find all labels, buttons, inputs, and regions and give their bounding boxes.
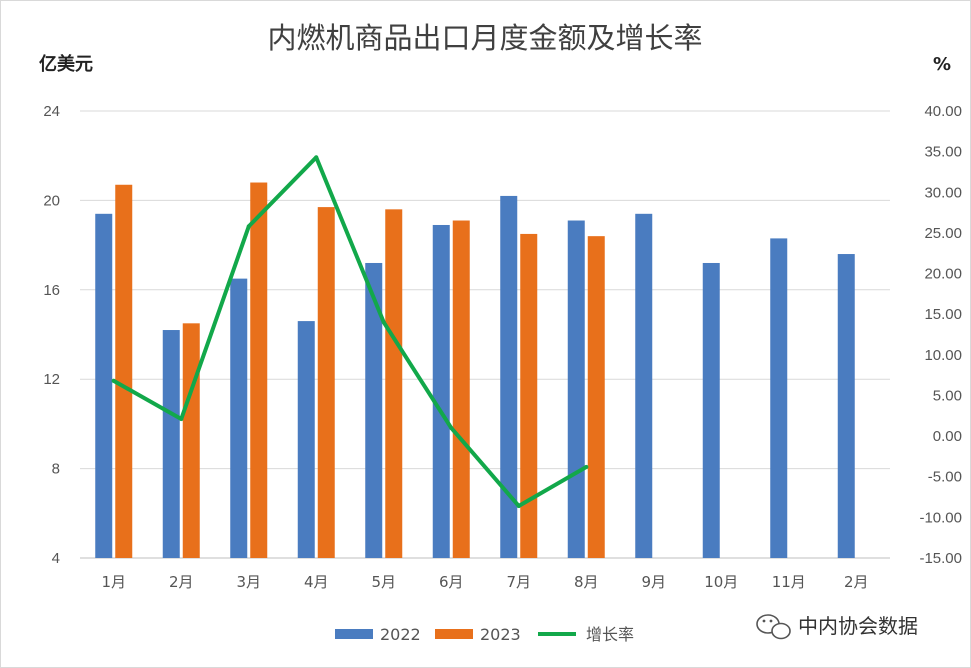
right-tick-label: -5.00 <box>928 469 962 486</box>
category-labels: 1月 2月 3月 4月 5月 6月 7月 8月 9月 10月 11月 2月 <box>101 573 868 591</box>
watermark-text: 中内协会数据 <box>798 614 918 638</box>
bar-2022-3 <box>230 278 248 558</box>
right-tick-label: 25.00 <box>924 225 962 242</box>
left-tick-label: 12 <box>43 371 60 388</box>
bar-2022-1 <box>95 213 113 558</box>
growth-rate-point <box>179 417 184 422</box>
bar-2022-7 <box>500 195 518 558</box>
right-tick-label: 15.00 <box>924 306 962 323</box>
bar-2022-6 <box>432 224 450 559</box>
bars <box>95 182 855 559</box>
growth-rate-point <box>516 503 521 508</box>
left-tick-label: 8 <box>52 461 60 478</box>
bar-2022-2 <box>162 330 180 558</box>
legend-label: 2022 <box>380 625 421 644</box>
bar-2022-9 <box>635 213 653 558</box>
bar-2023-8 <box>587 236 605 558</box>
right-tick-label: 10.00 <box>924 347 962 364</box>
legend: 2022 2023 增长率 <box>335 625 634 644</box>
growth-rate-point <box>111 378 116 383</box>
bar-2023-5 <box>385 209 403 558</box>
left-tick-label: 24 <box>43 103 60 120</box>
bar-2022-10 <box>702 262 720 558</box>
left-axis-unit: 亿美元 <box>39 53 93 75</box>
bar-2022-12 <box>837 254 855 559</box>
category-label: 6月 <box>439 573 464 591</box>
legend-swatch <box>435 629 473 639</box>
growth-rate-point <box>246 224 251 229</box>
category-label: 8月 <box>574 573 599 591</box>
left-tick-label: 20 <box>43 192 60 209</box>
category-label: 11月 <box>772 573 806 591</box>
right-tick-label: -10.00 <box>919 509 962 526</box>
bar-2022-5 <box>365 262 383 558</box>
category-label: 5月 <box>371 573 396 591</box>
right-axis-unit: % <box>933 54 951 75</box>
category-label: 9月 <box>641 573 666 591</box>
growth-rate-point <box>449 425 454 430</box>
gridlines <box>80 110 890 559</box>
right-tick-label: 35.00 <box>924 144 962 161</box>
bar-2022-8 <box>567 220 585 558</box>
category-label: 2月 <box>844 573 869 591</box>
right-tick-label: 5.00 <box>933 387 962 404</box>
chart-title: 内燃机商品出口月度金额及增长率 <box>267 21 702 55</box>
bar-2023-3 <box>250 182 268 558</box>
right-tick-label: 0.00 <box>933 428 962 445</box>
bar-2023-6 <box>452 220 470 558</box>
right-tick-label: -15.00 <box>919 550 962 567</box>
category-label: 1月 <box>101 573 126 591</box>
category-label: 4月 <box>304 573 329 591</box>
right-tick-label: 20.00 <box>924 266 962 283</box>
growth-line-layer <box>111 155 589 508</box>
bar-2023-2 <box>182 323 200 558</box>
bar-2022-11 <box>770 238 788 558</box>
category-label: 10月 <box>704 573 738 591</box>
bar-2022-4 <box>297 321 315 558</box>
bar-2023-7 <box>520 233 538 559</box>
bar-2023-4 <box>317 207 335 559</box>
category-label: 3月 <box>236 573 261 591</box>
left-axis-ticks: 4 8 12 16 20 24 <box>43 103 60 567</box>
right-axis-ticks: -15.00 -10.00 -5.00 0.00 5.00 10.00 15.00 20.00… <box>919 103 962 567</box>
left-tick-label: 16 <box>43 282 60 299</box>
category-label: 2月 <box>169 573 194 591</box>
right-tick-label: 40.00 <box>924 103 962 120</box>
growth-rate-point <box>584 464 589 469</box>
wechat-icon <box>756 614 791 640</box>
right-tick-label: 30.00 <box>924 184 962 201</box>
left-tick-label: 4 <box>52 550 60 567</box>
category-label: 7月 <box>506 573 531 591</box>
legend-label: 2023 <box>480 625 521 644</box>
growth-rate-line <box>111 155 589 508</box>
legend-swatch <box>335 629 373 639</box>
growth-rate-point <box>314 155 319 160</box>
bar-2023-1 <box>115 184 133 558</box>
growth-rate-point <box>381 320 386 325</box>
legend-label: 增长率 <box>586 625 634 644</box>
watermark: 中内协会数据 <box>756 614 918 640</box>
